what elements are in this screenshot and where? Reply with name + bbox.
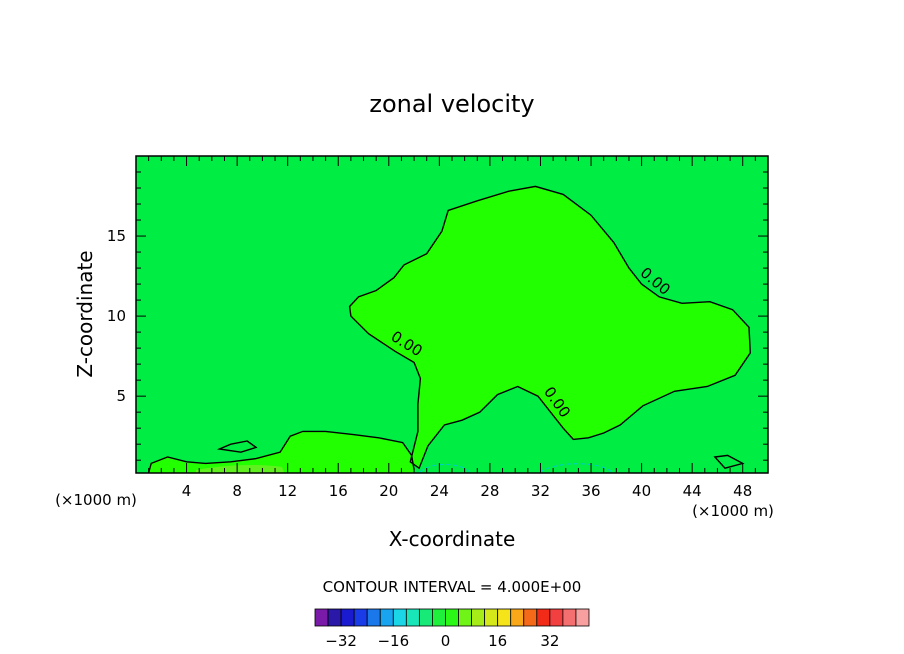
x-tick-label: 44 xyxy=(683,482,702,500)
colorbar xyxy=(314,608,590,627)
colorbar-swatch xyxy=(314,608,329,627)
colorbar-swatch xyxy=(510,608,525,627)
x-tick-label: 8 xyxy=(232,482,242,500)
colorbar-swatch xyxy=(353,608,368,627)
colorbar-swatch xyxy=(392,608,407,627)
colorbar-swatch xyxy=(405,608,420,627)
colorbar-swatch xyxy=(418,608,433,627)
colorbar-swatch xyxy=(327,608,342,627)
colorbar-swatch xyxy=(484,608,499,627)
colorbar-swatch xyxy=(366,608,381,627)
bottom-positive-band xyxy=(148,431,415,473)
y-axis-ticks: 5 10 15 xyxy=(107,171,768,461)
colorbar-swatch xyxy=(445,608,459,627)
x-unit-left: (×1000 m) xyxy=(55,491,137,509)
x-unit-right: (×1000 m) xyxy=(692,502,774,520)
colorbar-swatch xyxy=(497,608,512,627)
y-tick-label: 5 xyxy=(116,387,126,405)
y-axis-label: Z-coordinate xyxy=(73,250,97,377)
x-tick-label: 20 xyxy=(379,482,398,500)
colorbar-swatch xyxy=(575,608,590,627)
x-tick-label: 32 xyxy=(531,482,550,500)
x-tick-label: 16 xyxy=(329,482,348,500)
x-tick-label: 40 xyxy=(632,482,651,500)
colorbar-label: −32 xyxy=(325,632,357,650)
colorbar-label: 32 xyxy=(540,632,559,650)
colorbar-swatch xyxy=(471,608,486,627)
colorbar-swatch xyxy=(458,608,472,627)
closed-contour-1 xyxy=(216,440,258,453)
colorbar-label: 0 xyxy=(441,632,451,650)
colorbar-swatch xyxy=(536,608,551,627)
colorbar-swatch xyxy=(379,608,394,627)
y-tick-label: 15 xyxy=(107,227,126,245)
colorbar-label: 16 xyxy=(488,632,507,650)
colorbar-swatch xyxy=(340,608,355,627)
contour-interval-text: CONTOUR INTERVAL = 4.000E+00 xyxy=(323,578,582,596)
colorbar-swatch xyxy=(523,608,538,627)
colorbar-swatch xyxy=(562,608,577,627)
zero-contour-line xyxy=(348,185,752,470)
x-axis-ticks: 4 8 12 16 20 24 28 32 36 40 44 48 xyxy=(148,156,756,500)
colorbar-label: −16 xyxy=(377,632,409,650)
negative-dashed-contour-1 xyxy=(419,464,471,473)
colorbar-labels: −32 −16 0 16 32 xyxy=(325,632,559,650)
x-axis-label: X-coordinate xyxy=(389,527,516,551)
x-tick-label: 4 xyxy=(182,482,192,500)
x-tick-label: 28 xyxy=(480,482,499,500)
lower-contour-line xyxy=(147,430,415,473)
x-tick-label: 12 xyxy=(278,482,297,500)
colorbar-swatch xyxy=(432,608,446,627)
x-tick-label: 48 xyxy=(733,482,752,500)
chart-title: zonal velocity xyxy=(369,90,534,118)
y-tick-label: 10 xyxy=(107,307,126,325)
colorbar-swatch xyxy=(549,608,564,627)
x-tick-label: 36 xyxy=(581,482,600,500)
x-tick-label: 24 xyxy=(430,482,449,500)
positive-velocity-region xyxy=(349,186,751,469)
